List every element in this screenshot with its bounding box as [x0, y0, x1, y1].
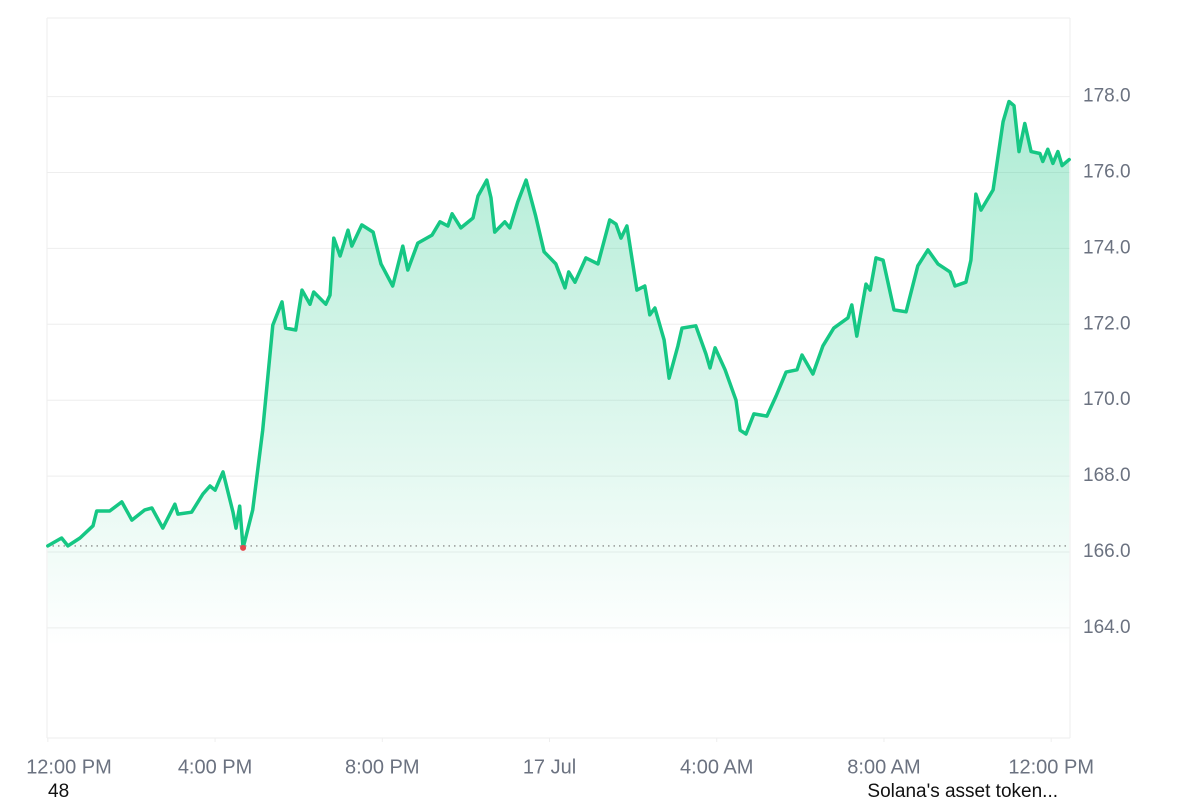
- x-tick-label: 12:00 PM: [1008, 756, 1094, 778]
- y-tick-label: 174.0: [1083, 237, 1131, 258]
- footer-left-text: 48: [48, 781, 69, 800]
- y-tick-label: 170.0: [1083, 389, 1131, 410]
- y-tick-label: 172.0: [1083, 313, 1131, 334]
- x-tick-label: 12:00 PM: [26, 756, 112, 778]
- low-marker: [240, 544, 247, 551]
- price-line: [46, 99, 1071, 550]
- x-tick-label: 8:00 AM: [847, 756, 920, 778]
- y-tick-label: 176.0: [1083, 161, 1131, 182]
- y-tick-label: 164.0: [1083, 617, 1131, 638]
- y-tick-label: 178.0: [1083, 86, 1131, 107]
- x-tick-label: 17 Jul: [523, 756, 576, 778]
- x-tick-label: 8:00 PM: [345, 756, 419, 778]
- y-tick-label: 168.0: [1083, 465, 1131, 486]
- y-tick-label: 166.0: [1083, 541, 1131, 562]
- area: [47, 101, 1070, 738]
- footer-right-text: Solana's asset token...: [867, 781, 1058, 800]
- x-tick-label: 4:00 PM: [178, 756, 252, 778]
- x-tick-label: 4:00 AM: [680, 756, 753, 778]
